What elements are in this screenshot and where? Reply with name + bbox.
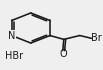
Text: N: N	[8, 31, 15, 41]
Text: HBr: HBr	[5, 51, 23, 61]
Text: O: O	[60, 49, 67, 59]
Text: Br: Br	[91, 33, 102, 43]
